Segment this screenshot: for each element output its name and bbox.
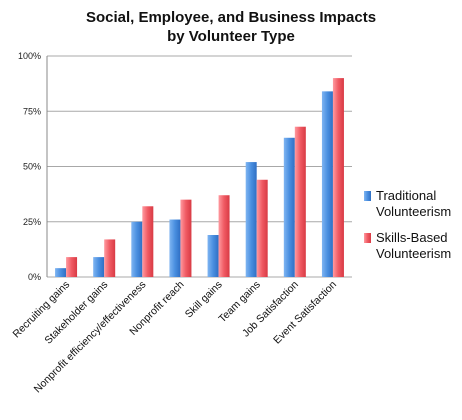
y-tick-label: 75% (23, 106, 41, 116)
bar-traditional (283, 137, 295, 277)
legend-label: Traditional (376, 188, 436, 203)
bar-traditional (245, 162, 257, 277)
legend-swatch (364, 233, 371, 243)
chart-title-line-2: by Volunteer Type (167, 28, 295, 45)
bar-skills-based (294, 126, 306, 277)
legend-label: Volunteerism (376, 246, 451, 261)
bar-traditional (207, 235, 219, 277)
bar-skills-based (218, 195, 230, 277)
bar-traditional (169, 219, 181, 277)
legend-label: Skills-Based (376, 230, 448, 245)
bar-skills-based (180, 199, 192, 277)
legend-swatch (364, 191, 371, 201)
grid-layer (47, 55, 352, 278)
bar-traditional (131, 221, 143, 277)
y-tick-label: 50% (23, 162, 41, 172)
bar-skills-based (332, 78, 344, 277)
chart-title: Social, Employee, and Business Impacts b… (0, 8, 462, 46)
bar-traditional (321, 91, 333, 277)
bar-traditional (93, 257, 105, 277)
chart-title-line-1: Social, Employee, and Business Impacts (85, 9, 377, 26)
y-tick-label: 100% (18, 51, 41, 61)
bar-skills-based (142, 206, 154, 277)
legend: TraditionalVolunteerismSkills-BasedVolun… (364, 188, 451, 261)
y-tick-label: 25% (23, 217, 41, 227)
bar-traditional (55, 268, 67, 277)
y-tick-label: 0% (28, 272, 41, 282)
legend-label: Volunteerism (376, 204, 451, 219)
bar-skills-based (66, 257, 78, 277)
bar-skills-based (256, 179, 268, 277)
bar-layer (55, 78, 344, 277)
bar-skills-based (104, 239, 116, 277)
